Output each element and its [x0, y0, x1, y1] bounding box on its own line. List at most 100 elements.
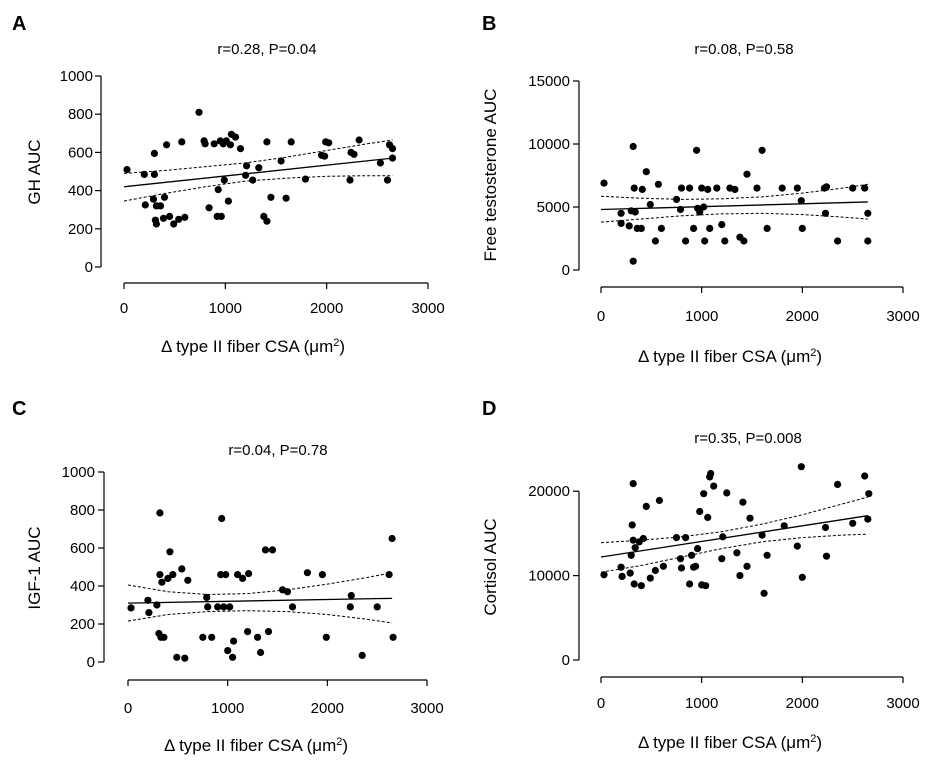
panel-c-data-point — [144, 596, 152, 604]
panel-b-data-point — [686, 184, 694, 192]
panel-d-stats: r=0.35, P=0.008 — [694, 430, 802, 447]
panel-c-data-point — [224, 647, 232, 655]
panel-c-data-point — [229, 653, 237, 661]
panel-c-data-point — [226, 603, 234, 611]
panel-letter-c: C — [12, 398, 26, 420]
panel-c-x-axis-label: Δ type II fiber CSA (μm2) — [164, 736, 348, 755]
panel-b-data-point — [704, 185, 712, 193]
panel-b-data-point — [637, 224, 645, 232]
panel-b-data-point — [672, 195, 681, 203]
panel-d-data-point — [682, 534, 690, 542]
panel-a-regression-line — [123, 157, 393, 188]
panel-b-data-point — [758, 146, 766, 154]
panel-d-x-tick-label: 3000 — [886, 695, 919, 712]
panel-c-data-point — [203, 593, 211, 602]
panel-d-data-point — [629, 480, 637, 488]
panel-a-data-point — [170, 220, 178, 228]
panel-d-data-point — [655, 496, 664, 505]
panel-a-data-point — [226, 141, 234, 149]
panel-c-data-point — [184, 576, 192, 584]
panel-d-data-point — [797, 463, 805, 471]
panel-d-data-point — [694, 545, 702, 553]
panel-c-data-point — [388, 534, 396, 543]
panel-c-data-point — [318, 571, 326, 579]
panel-b-regression-line — [600, 201, 868, 211]
panel-b-data-point — [834, 237, 842, 245]
panel-d-data-point — [696, 507, 704, 516]
panel-d-data-point — [659, 562, 668, 570]
panel-b-data-point — [718, 221, 726, 229]
panel-a-data-point — [321, 152, 329, 160]
panel-d-data-point — [743, 562, 751, 570]
panel-letter-a: A — [12, 13, 26, 35]
panel-a-data-point — [156, 202, 165, 210]
panel-a: A r=0.28, P=0.04 GH AUC Δ type II fiber … — [12, 13, 445, 356]
panel-c-data-point — [156, 571, 164, 579]
panel-b-data-point — [798, 224, 806, 232]
panel-d-data-point — [700, 490, 708, 498]
panel-a-data-point — [217, 212, 225, 220]
panel-d-data-point — [676, 555, 685, 563]
panel-a-x-tick-label: 1000 — [209, 300, 242, 317]
panel-d-x-tick-label: 2000 — [786, 695, 819, 712]
panel-b: B r=0.08, P=0.58 Free testosterone AUC Δ… — [481, 13, 920, 366]
panel-b-x-tick-label: 1000 — [685, 308, 718, 325]
panel-letter-b: B — [482, 13, 496, 35]
panel-d-data-point — [733, 549, 741, 557]
panel-d-data-point — [865, 490, 873, 498]
panel-b-data-point — [690, 224, 698, 232]
panel-c-data-point — [303, 569, 311, 577]
panel-d-data-point — [630, 580, 638, 588]
panel-a-data-point — [243, 162, 251, 170]
panel-c-data-point — [234, 571, 242, 579]
panel-b-data-point — [617, 219, 625, 227]
panel-a-y-tick-label: 1000 — [60, 68, 93, 85]
panel-a-data-point — [383, 176, 392, 184]
panel-d-data-point — [723, 489, 731, 497]
panel-b-data-point — [740, 237, 748, 245]
panel-a-data-point — [346, 176, 354, 184]
panel-c-data-point — [222, 571, 230, 579]
panel-d-ci-lower — [600, 533, 868, 573]
panel-b-data-point — [793, 184, 801, 192]
panel-b-stats: r=0.08, P=0.58 — [694, 41, 793, 58]
panel-c-data-point — [230, 637, 238, 645]
panel-d-data-point — [798, 573, 806, 581]
panel-b-data-point — [698, 184, 706, 192]
panel-c-data-point — [288, 603, 297, 611]
panel-b-y-tick-label: 0 — [562, 262, 570, 279]
panel-a-data-point — [325, 139, 333, 147]
panel-c-data-point — [358, 651, 366, 660]
panel-a-data-point — [214, 186, 222, 194]
panel-b-data-point — [706, 224, 714, 232]
panel-a-x-tick-label: 2000 — [310, 300, 343, 317]
panel-a-y-tick-label: 600 — [68, 144, 93, 161]
panel-a-data-point — [236, 145, 245, 153]
panel-d-data-point — [627, 551, 635, 559]
panel-c-plot: 0 200 400 600 800 1000 0 1000 2000 3000 — [62, 464, 444, 717]
panel-d-data-point — [793, 542, 801, 550]
panel-a-data-point — [376, 159, 384, 167]
panel-d-data-point — [739, 498, 747, 506]
panel-b-data-point — [629, 257, 637, 265]
panel-b-data-point — [821, 209, 830, 217]
panel-a-data-point — [263, 217, 271, 225]
panel-b-data-point — [676, 205, 685, 214]
panel-c-data-point — [153, 601, 161, 609]
panel-b-data-point — [701, 237, 709, 245]
panel-d-data-point — [631, 544, 639, 552]
panel-a-data-point — [123, 166, 131, 174]
panel-d-data-point — [642, 502, 650, 510]
panel-a-data-point — [141, 201, 149, 209]
panel-b-data-point — [693, 146, 701, 154]
panel-a-y-tick-label: 400 — [68, 183, 93, 200]
panel-b-ci-upper — [600, 183, 868, 200]
panel-c-data-point — [239, 574, 247, 583]
panel-c-y-tick-label: 1000 — [62, 464, 95, 481]
panel-c-data-point — [347, 591, 355, 600]
panel-d-data-point — [618, 572, 626, 581]
panel-c-y-tick-label: 0 — [87, 654, 95, 671]
panel-c-data-point — [220, 603, 228, 611]
panel-c-data-point — [373, 603, 381, 611]
panel-b-data-point — [631, 208, 639, 216]
